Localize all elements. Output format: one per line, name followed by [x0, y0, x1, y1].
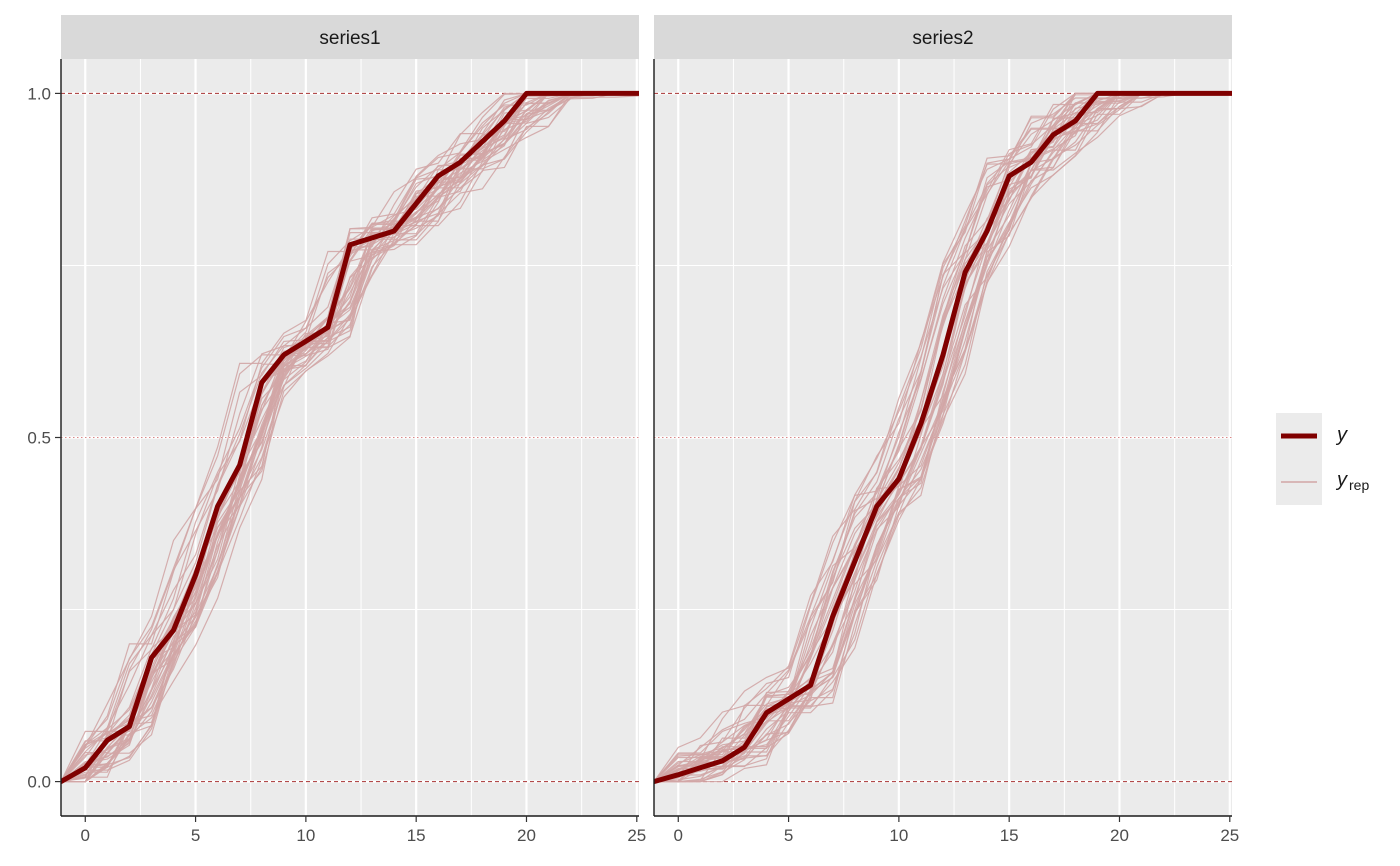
- legend-label-yrep-sub: rep: [1349, 477, 1369, 493]
- y-tick-label: 0.0: [27, 773, 51, 792]
- y-tick-label: 1.0: [27, 84, 51, 103]
- legend-label-yrep-main: y: [1335, 469, 1348, 491]
- yrep-line: [61, 92, 639, 783]
- x-tick-label: 25: [627, 826, 646, 845]
- x-tick-label: 10: [296, 826, 315, 845]
- facet-strip: [61, 15, 639, 59]
- series-lines: [61, 90, 639, 785]
- x-tick-label: 20: [1110, 826, 1129, 845]
- y-tick-label: 0.5: [27, 429, 51, 448]
- x-tick-label: 25: [1220, 826, 1239, 845]
- legend-label-yrep: y rep: [1335, 469, 1369, 493]
- yrep-line: [61, 92, 639, 782]
- y-line: [654, 90, 1232, 785]
- facet-panel: series2 0 5 10 15 20 25: [653, 15, 1239, 845]
- x-tick-label: 5: [191, 826, 200, 845]
- yrep-line: [61, 92, 639, 783]
- facet-panel: series1 0 5 10 15 20 25 0.0 0.5 1.0: [27, 15, 646, 845]
- legend: yy rep: [1276, 413, 1369, 505]
- x-tick-label: 15: [407, 826, 426, 845]
- facet-strip-label: series2: [912, 28, 973, 49]
- x-tick-label: 15: [1000, 826, 1019, 845]
- y-line: [61, 90, 639, 785]
- yrep-line: [61, 92, 639, 783]
- legend-key-background: [1276, 413, 1322, 505]
- x-tick-label: 0: [674, 826, 683, 845]
- x-tick-label: 20: [517, 826, 536, 845]
- yrep-line: [654, 92, 1232, 783]
- x-tick-label: 0: [81, 826, 90, 845]
- x-tick-label: 10: [889, 826, 908, 845]
- facet-strip-label: series1: [319, 28, 380, 49]
- yrep-line: [61, 92, 639, 783]
- legend-label-y: y: [1335, 424, 1348, 446]
- facet-strip: [654, 15, 1232, 59]
- series-lines: [654, 90, 1232, 785]
- x-tick-label: 5: [784, 826, 793, 845]
